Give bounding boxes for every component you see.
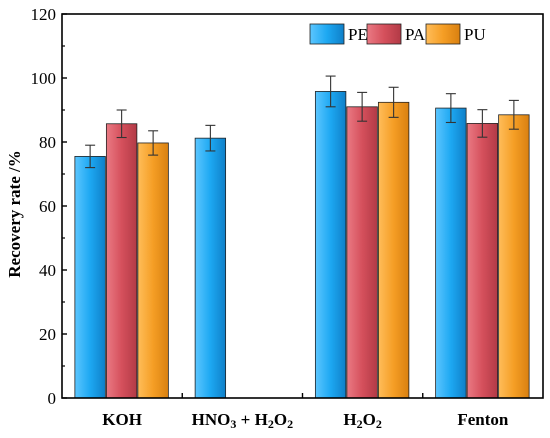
legend-label-pa: PA <box>405 25 426 44</box>
y-tick-label: 80 <box>39 133 56 152</box>
legend-label-pu: PU <box>464 25 486 44</box>
y-tick-label: 0 <box>48 389 57 408</box>
error-bars-layer <box>85 75 519 169</box>
y-tick-label: 40 <box>39 261 56 280</box>
bars-layer <box>74 91 530 399</box>
y-tick-label: 60 <box>39 197 56 216</box>
bar-pa <box>466 123 499 399</box>
y-axis-title: Recovery rate /% <box>5 150 24 277</box>
bar-pa <box>105 123 138 399</box>
bar-pet <box>74 155 106 399</box>
bar-pu <box>498 114 530 399</box>
x-category-label: HNO3 + H2O2 <box>192 410 293 431</box>
y-tick-label: 120 <box>31 5 57 24</box>
x-category-label: KOH <box>102 410 142 429</box>
legend-swatch-pet <box>309 23 345 45</box>
x-category-label: H2O2 <box>343 410 381 431</box>
bar-pet <box>194 137 227 399</box>
bar-pu <box>377 101 410 399</box>
axes-layer: 0 20 40 60 80 100 120 KOH HNO3 + H2O2 H2O2 Fenton <box>31 5 544 431</box>
legend-swatch-pa <box>366 23 402 45</box>
x-category-label: Fenton <box>457 410 509 429</box>
bar-pu <box>137 142 169 399</box>
y-tick-label: 100 <box>31 69 57 88</box>
y-tick-label: 20 <box>39 325 56 344</box>
legend-swatch-pu <box>425 23 461 45</box>
bar-pet <box>435 107 467 399</box>
legend: PET PA PU <box>309 23 486 45</box>
bar-pa <box>346 106 378 399</box>
bar-pet <box>314 91 347 399</box>
